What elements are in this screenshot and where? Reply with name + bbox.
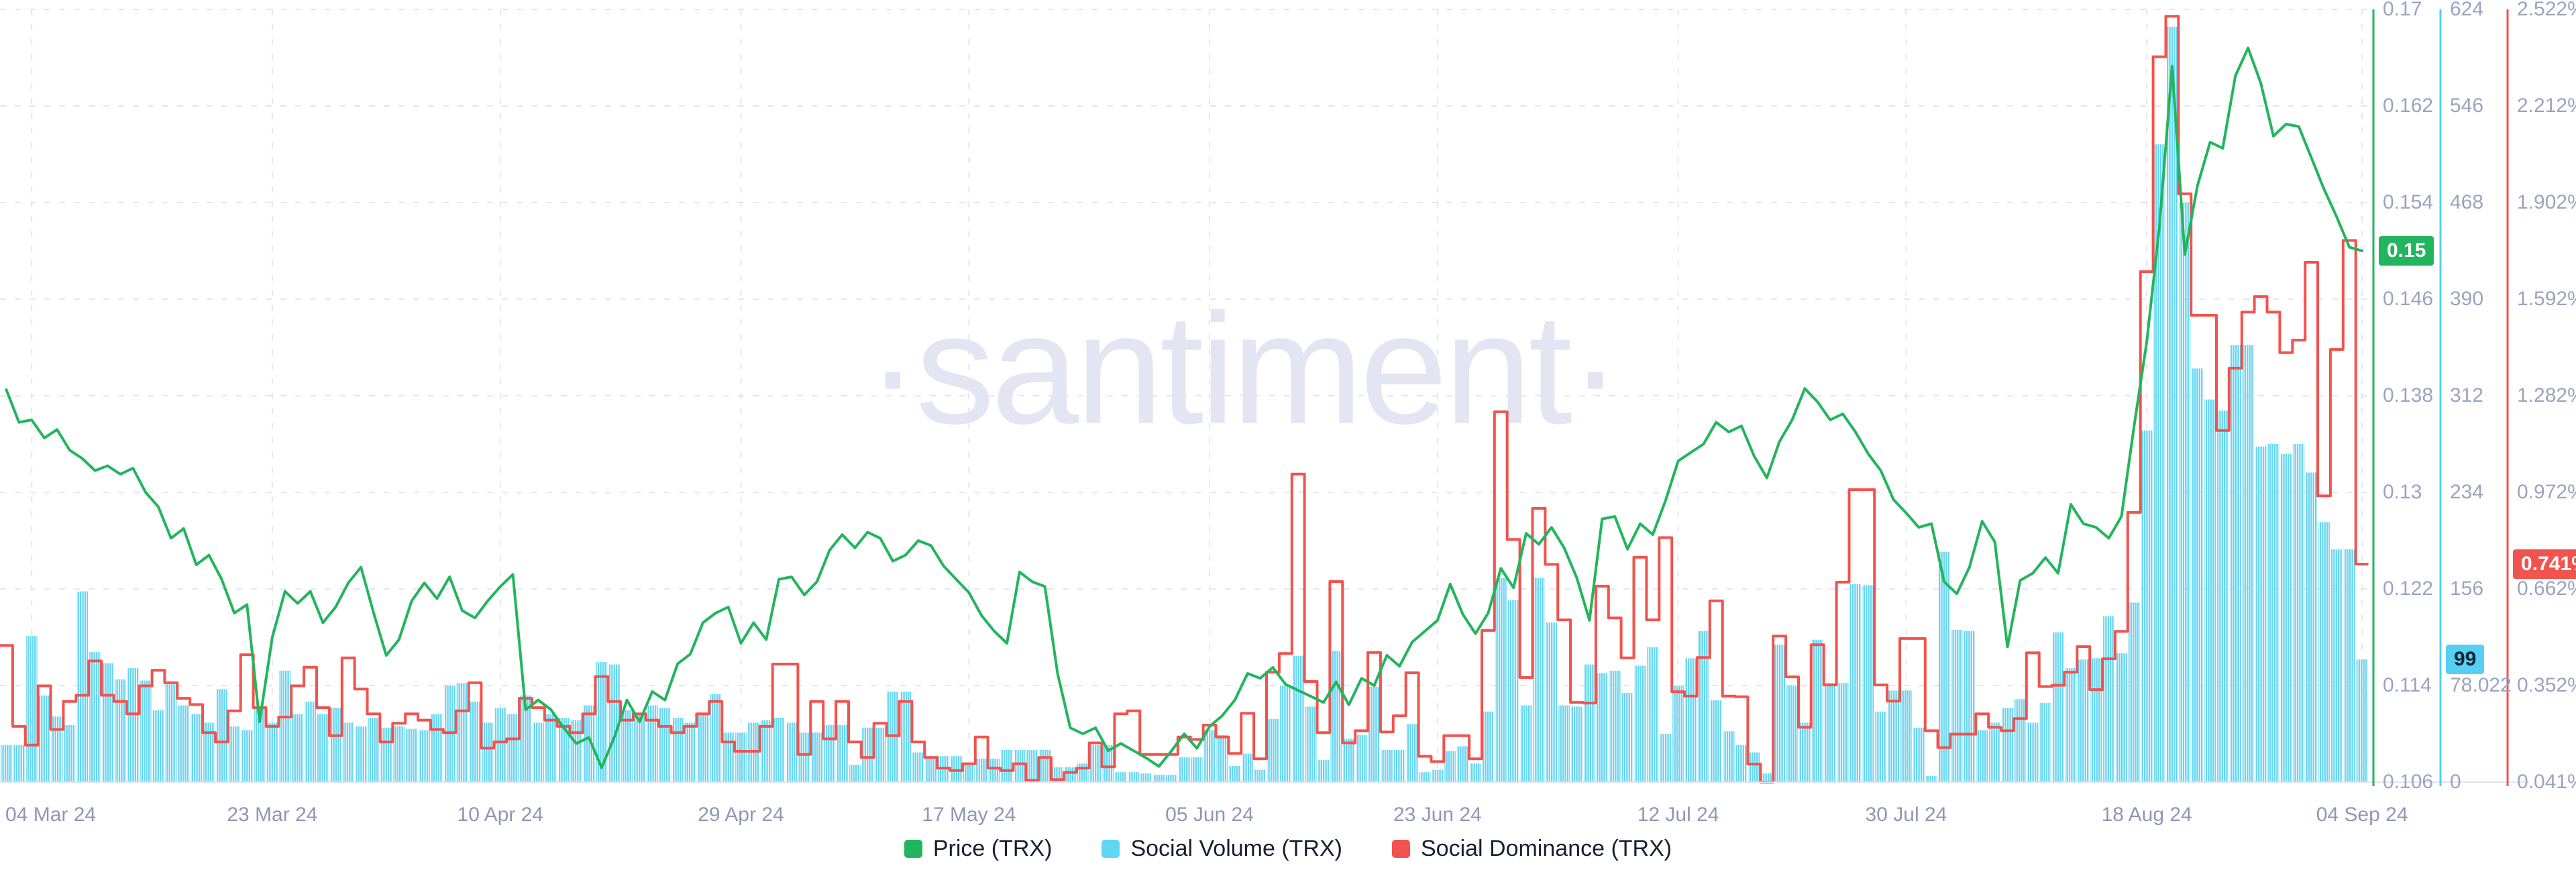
price-axis-tick: 0.154 <box>2383 191 2434 213</box>
price-axis-tick: 0.146 <box>2383 288 2434 310</box>
price-line[interactable] <box>5 46 2364 769</box>
legend-item-social-volume[interactable]: Social Volume (TRX) <box>1102 836 1342 861</box>
legend-item-price[interactable]: Price (TRX) <box>904 836 1053 861</box>
x-axis-tick: 18 Aug 24 <box>2101 804 2192 826</box>
dominance-axis-tick: 0.041% <box>2517 771 2576 793</box>
x-axis-tick: 29 Apr 24 <box>698 804 784 826</box>
dominance-last-value-badge: 0.741% <box>2513 549 2576 579</box>
legend-label-social-volume: Social Volume (TRX) <box>1130 836 1342 861</box>
volume-axis-tick: 0 <box>2450 771 2461 793</box>
social-dominance-color-swatch-icon <box>1391 839 1410 858</box>
price-axis-tick: 0.162 <box>2383 95 2434 117</box>
volume-axis-tick: 546 <box>2450 95 2484 117</box>
price-axis-tick: 0.13 <box>2383 481 2422 503</box>
dominance-axis-tick: 0.972% <box>2517 480 2576 503</box>
legend-item-social-dominance[interactable]: Social Dominance (TRX) <box>1391 836 1672 861</box>
volume-axis-tick: 78.022 <box>2450 673 2512 696</box>
dominance-axis-tick: 2.212% <box>2517 94 2576 117</box>
dominance-axis-tick: 1.592% <box>2517 287 2576 310</box>
x-axis-tick: 04 Mar 24 <box>5 804 97 826</box>
legend-label-social-dominance: Social Dominance (TRX) <box>1420 836 1672 861</box>
x-axis-tick: 23 Mar 24 <box>227 804 318 826</box>
price-axis-tick: 0.106 <box>2383 771 2434 793</box>
x-axis-tick: 10 Apr 24 <box>457 804 543 826</box>
x-axis-tick: 17 May 24 <box>922 804 1016 826</box>
social-dominance-line[interactable] <box>0 15 2369 783</box>
volume-last-value-badge: 99 <box>2446 645 2485 675</box>
volume-axis-tick: 234 <box>2450 481 2484 503</box>
price-color-swatch-icon <box>904 839 922 858</box>
dominance-axis-tick: 1.282% <box>2517 384 2576 406</box>
dominance-axis-tick: 0.662% <box>2517 577 2576 600</box>
dominance-axis-tick: 0.352% <box>2517 673 2576 696</box>
x-axis-tick: 23 Jun 24 <box>1393 804 1482 826</box>
volume-axis-tick: 624 <box>2450 0 2484 20</box>
volume-axis-tick: 312 <box>2450 384 2484 406</box>
x-axis-tick: 04 Sep 24 <box>2316 804 2408 826</box>
legend: Price (TRX) Social Volume (TRX) Social D… <box>0 832 2576 865</box>
price-axis-tick: 0.17 <box>2383 0 2422 20</box>
volume-axis-tick: 468 <box>2450 191 2484 213</box>
x-axis-tick: 05 Jun 24 <box>1165 804 1254 826</box>
social-volume-bars[interactable] <box>1 26 2368 782</box>
dominance-axis-tick: 1.902% <box>2517 190 2576 213</box>
x-axis-tick: 12 Jul 24 <box>1637 804 1719 826</box>
volume-axis-tick: 156 <box>2450 578 2484 600</box>
volume-axis-tick: 390 <box>2450 288 2484 310</box>
price-axis-tick: 0.122 <box>2383 578 2434 600</box>
social-volume-color-swatch-icon <box>1102 839 1120 858</box>
price-axis-tick: 0.114 <box>2383 674 2432 696</box>
legend-label-price: Price (TRX) <box>932 836 1053 861</box>
price-axis-tick: 0.138 <box>2383 384 2434 406</box>
gridlines <box>0 9 2373 782</box>
x-axis-tick: 30 Jul 24 <box>1865 804 1947 826</box>
dominance-axis-tick: 2.522% <box>2517 0 2576 20</box>
price-last-value-badge: 0.15 <box>2379 236 2434 266</box>
